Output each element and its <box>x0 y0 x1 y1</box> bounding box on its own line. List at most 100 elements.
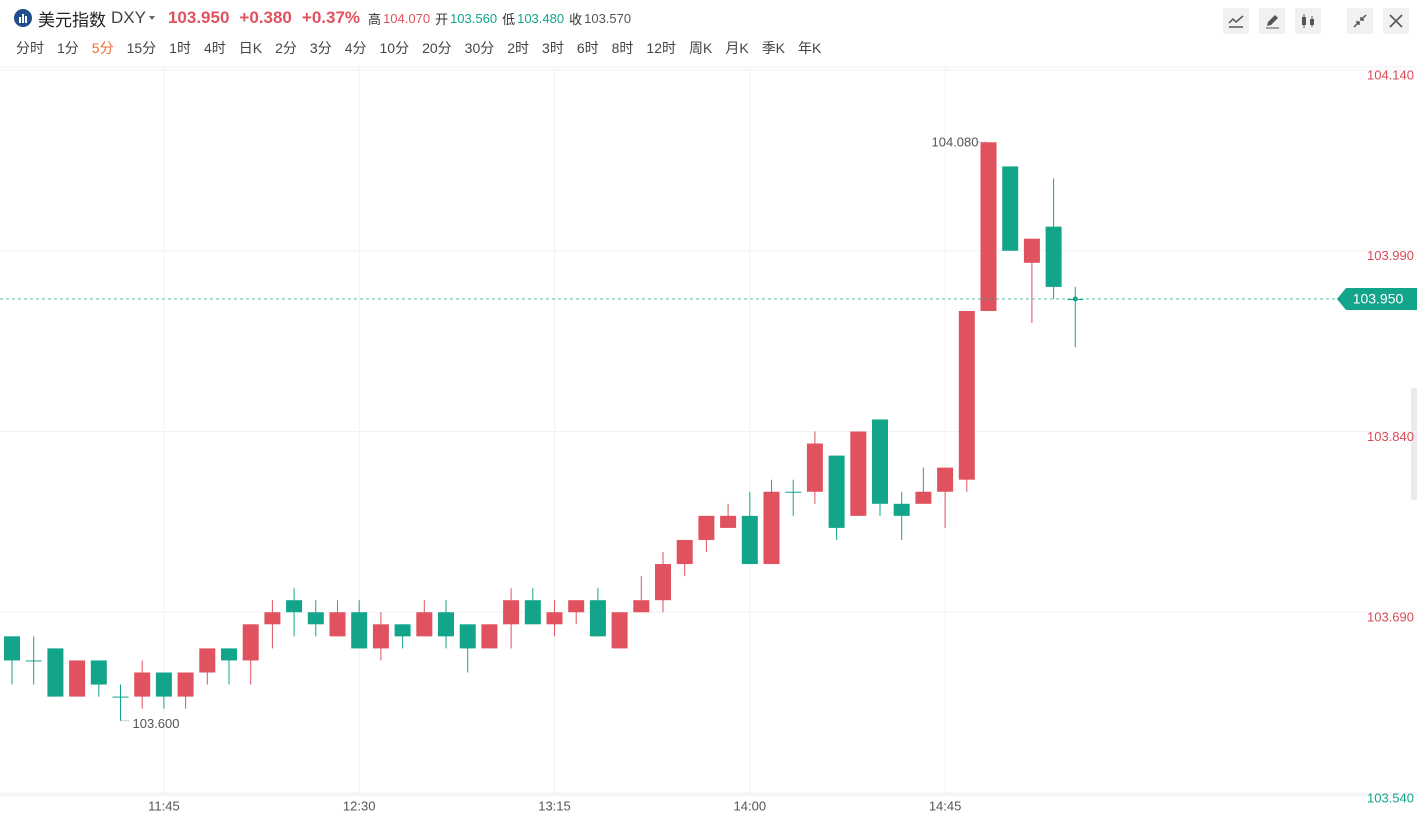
candle-body <box>546 612 563 625</box>
timeframe-tab[interactable]: 日K <box>238 40 263 56</box>
candle-body <box>720 515 737 528</box>
timeframe-tab[interactable]: 1分 <box>57 40 79 56</box>
symbol-name: 美元指数 <box>38 10 106 30</box>
dropdown-caret[interactable] <box>146 13 158 23</box>
symbol-icon <box>14 9 32 27</box>
candle-body <box>568 600 585 613</box>
symbol-code[interactable]: DXY <box>111 8 146 27</box>
timeframe-tab[interactable]: 15分 <box>126 40 157 56</box>
toolbar <box>1213 8 1409 34</box>
y-tick-label: 104.140 <box>1367 67 1414 82</box>
price-change: +0.380 <box>239 8 292 27</box>
candle-body <box>655 564 671 601</box>
close-tool[interactable] <box>1383 8 1409 34</box>
price-change-pct: +0.37% <box>301 8 361 27</box>
timeframe-tab[interactable]: 4分 <box>344 40 367 56</box>
y-tick-label: 103.990 <box>1367 248 1414 263</box>
y-tick-label: 103.840 <box>1367 429 1414 444</box>
candle-body <box>177 672 194 697</box>
x-tick-label: 12:30 <box>343 798 376 813</box>
candle-body <box>850 431 867 516</box>
candle-body <box>112 696 129 698</box>
candle-body <box>915 491 932 504</box>
candle-body <box>134 672 151 697</box>
candle-body <box>698 515 715 540</box>
timeframe-tab[interactable]: 2时 <box>507 40 530 56</box>
candle-body <box>589 600 606 637</box>
x-tick-label: 14:45 <box>929 798 962 813</box>
candle-body <box>307 612 324 625</box>
last-price-label: 103.950 <box>1353 291 1404 307</box>
candle-body <box>90 660 107 685</box>
candle-body <box>893 503 910 516</box>
quote-header: 美元指数 DXY 103.950 +0.380 +0.37% 高 104.070… <box>14 6 631 30</box>
timeframe-tab[interactable]: 30分 <box>464 40 495 56</box>
low-value: 103.480 <box>517 10 565 26</box>
y-tick-label: 103.540 <box>1367 790 1414 805</box>
timeframe-tab[interactable]: 5分 <box>91 40 114 56</box>
max-label: 104.080 <box>932 135 979 150</box>
candle-body <box>1045 226 1062 287</box>
timeframe-tab[interactable]: 20分 <box>422 40 452 56</box>
candle-body <box>980 142 997 311</box>
timeframe-tab[interactable]: 8时 <box>611 40 634 56</box>
last-price-tag <box>1337 287 1417 310</box>
high-label: 高 <box>368 11 382 27</box>
candle-body <box>763 491 780 565</box>
timeframe-tab[interactable]: 周K <box>689 40 713 56</box>
last-price-dot <box>1072 296 1078 302</box>
y-tick-label: 103.690 <box>1367 610 1414 625</box>
candle-body <box>1023 238 1040 263</box>
candle-tool[interactable] <box>1295 8 1321 34</box>
draw-tool[interactable] <box>1259 8 1285 34</box>
candle-body <box>25 660 42 662</box>
candle-body <box>351 612 368 649</box>
scroll-handle <box>1411 388 1417 500</box>
candle-body <box>4 636 20 661</box>
candle-body <box>828 455 845 528</box>
candle-body <box>155 672 172 697</box>
candle-body <box>633 600 650 613</box>
timeframe-tab[interactable]: 分时 <box>16 40 44 56</box>
shrink-tool[interactable] <box>1347 8 1373 34</box>
last-price: 103.950 <box>167 8 230 27</box>
timeframe-tab[interactable]: 3时 <box>542 40 564 56</box>
low-label: 低 <box>502 11 516 27</box>
candle-body <box>372 624 389 649</box>
candle-body <box>438 612 454 637</box>
candle-body <box>524 600 541 625</box>
candle-body <box>199 648 216 673</box>
timeframe-tab[interactable]: 3分 <box>309 40 332 56</box>
candle-body <box>69 660 86 697</box>
candle-body <box>286 600 303 613</box>
timeframe-tab[interactable]: 12时 <box>646 40 676 56</box>
timeframe-tab[interactable]: 1时 <box>169 40 191 56</box>
x-tick-label: 14:00 <box>734 798 767 813</box>
timeframe-tabs: 分时 1分 5分 15分 1时 4时 日K 2分 3分 4分 10分 20分 30分 2时 3时 6时 8时 12… <box>16 38 834 58</box>
candle-body <box>242 624 259 661</box>
timeframe-tab[interactable]: 年K <box>798 40 822 56</box>
candle-body <box>872 419 888 504</box>
candle-body <box>676 539 693 565</box>
candle-body <box>1002 166 1019 251</box>
candle-body <box>937 467 954 492</box>
open-value: 103.560 <box>450 10 498 26</box>
candle-body <box>806 443 823 492</box>
close-label: 收 <box>569 11 583 27</box>
open-label: 开 <box>435 11 449 27</box>
candle-body <box>329 612 346 637</box>
timeframe-tab[interactable]: 10分 <box>379 40 410 56</box>
candle-body <box>264 612 281 625</box>
timeframe-tab[interactable]: 2分 <box>275 40 297 56</box>
timeframe-tab[interactable]: 6时 <box>576 40 599 56</box>
candle-body <box>481 624 498 649</box>
candle-body <box>785 491 802 493</box>
timeframe-tab[interactable]: 月K <box>725 40 749 56</box>
x-tick-label: 11:45 <box>148 798 180 813</box>
timeframe-tab[interactable]: 4时 <box>203 40 226 56</box>
line-tool[interactable] <box>1223 8 1249 34</box>
timeframe-tab[interactable]: 季K <box>761 40 786 56</box>
candle-body <box>221 648 237 661</box>
candle-body <box>416 612 433 637</box>
